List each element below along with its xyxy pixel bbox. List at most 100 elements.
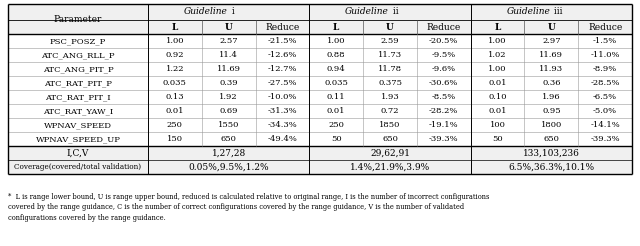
Text: -6.5%: -6.5% xyxy=(593,93,617,101)
Text: 650: 650 xyxy=(382,135,398,143)
Text: L: L xyxy=(333,22,339,31)
Text: 0.95: 0.95 xyxy=(542,107,561,115)
Text: -10.0%: -10.0% xyxy=(268,93,297,101)
Text: -39.3%: -39.3% xyxy=(429,135,459,143)
Text: -39.3%: -39.3% xyxy=(590,135,620,143)
Text: 0.94: 0.94 xyxy=(327,65,346,73)
Text: ATC_RAT_PIT_I: ATC_RAT_PIT_I xyxy=(45,93,111,101)
Text: 11.93: 11.93 xyxy=(540,65,563,73)
Text: 0.11: 0.11 xyxy=(327,93,346,101)
Text: -14.1%: -14.1% xyxy=(590,121,620,129)
Text: -11.0%: -11.0% xyxy=(590,51,620,59)
Text: 150: 150 xyxy=(167,135,183,143)
Text: 1.00: 1.00 xyxy=(488,65,507,73)
Text: 1.93: 1.93 xyxy=(381,93,399,101)
Text: -21.5%: -21.5% xyxy=(268,37,297,45)
Text: WPNAV_SPEED_UP: WPNAV_SPEED_UP xyxy=(36,135,120,143)
Bar xyxy=(524,20,578,34)
Text: 0.39: 0.39 xyxy=(220,79,238,87)
Text: ATC_RAT_YAW_I: ATC_RAT_YAW_I xyxy=(43,107,113,115)
Text: 11.73: 11.73 xyxy=(378,51,402,59)
Text: WPNAV_SPEED: WPNAV_SPEED xyxy=(44,121,112,129)
Text: iii: iii xyxy=(551,7,563,16)
Text: i: i xyxy=(228,7,234,16)
Text: -28.2%: -28.2% xyxy=(429,107,458,115)
Bar xyxy=(8,160,632,174)
Text: 0.72: 0.72 xyxy=(381,107,399,115)
Text: 1.22: 1.22 xyxy=(166,65,184,73)
Bar xyxy=(255,20,309,34)
Text: 2.57: 2.57 xyxy=(220,37,238,45)
Text: -49.4%: -49.4% xyxy=(268,135,298,143)
Bar xyxy=(8,4,148,34)
Text: 0.69: 0.69 xyxy=(220,107,238,115)
Text: -12.7%: -12.7% xyxy=(268,65,297,73)
Text: L: L xyxy=(172,22,178,31)
Text: ATC_RAT_PIT_P: ATC_RAT_PIT_P xyxy=(44,79,112,87)
Text: -19.1%: -19.1% xyxy=(429,121,459,129)
Text: -27.5%: -27.5% xyxy=(268,79,297,87)
Text: 1.02: 1.02 xyxy=(488,51,507,59)
Text: U: U xyxy=(386,22,394,31)
Text: 0.05%,9.5%,1.2%: 0.05%,9.5%,1.2% xyxy=(188,163,269,171)
Text: 0.01: 0.01 xyxy=(166,107,184,115)
Text: 133,103,236: 133,103,236 xyxy=(523,149,580,157)
Text: 2.97: 2.97 xyxy=(542,37,561,45)
Text: 1.92: 1.92 xyxy=(220,93,238,101)
Text: -8.5%: -8.5% xyxy=(431,93,456,101)
Text: 650: 650 xyxy=(221,135,237,143)
Text: 0.035: 0.035 xyxy=(163,79,187,87)
Text: -30.6%: -30.6% xyxy=(429,79,458,87)
Text: 250: 250 xyxy=(167,121,183,129)
Text: 0.36: 0.36 xyxy=(542,79,561,87)
Text: 650: 650 xyxy=(543,135,559,143)
Text: Reduce: Reduce xyxy=(266,22,300,31)
Bar xyxy=(578,20,632,34)
Text: 11.69: 11.69 xyxy=(217,65,241,73)
Text: 11.4: 11.4 xyxy=(220,51,238,59)
Text: -34.3%: -34.3% xyxy=(268,121,298,129)
Text: PSC_POSZ_P: PSC_POSZ_P xyxy=(50,37,106,45)
Text: -9.6%: -9.6% xyxy=(432,65,456,73)
Text: U: U xyxy=(225,22,232,31)
Text: -20.5%: -20.5% xyxy=(429,37,458,45)
Text: 50: 50 xyxy=(492,135,503,143)
Text: 250: 250 xyxy=(328,121,344,129)
Text: 1850: 1850 xyxy=(380,121,401,129)
Text: 1.4%,21.9%,3.9%: 1.4%,21.9%,3.9% xyxy=(350,163,430,171)
Text: 1.00: 1.00 xyxy=(166,37,184,45)
Text: -12.6%: -12.6% xyxy=(268,51,297,59)
Text: ATC_ANG_PIT_P: ATC_ANG_PIT_P xyxy=(43,65,113,73)
Bar xyxy=(470,20,524,34)
Text: 1,27,28: 1,27,28 xyxy=(212,149,246,157)
Text: 1.00: 1.00 xyxy=(327,37,346,45)
Text: -9.5%: -9.5% xyxy=(431,51,456,59)
Text: ATC_ANG_RLL_P: ATC_ANG_RLL_P xyxy=(41,51,115,59)
Text: 0.01: 0.01 xyxy=(327,107,346,115)
Text: 29,62,91: 29,62,91 xyxy=(370,149,410,157)
Bar xyxy=(363,20,417,34)
Text: 1550: 1550 xyxy=(218,121,239,129)
Text: 11.78: 11.78 xyxy=(378,65,402,73)
Text: Coverage(covered/total validation): Coverage(covered/total validation) xyxy=(15,163,141,171)
Text: 0.88: 0.88 xyxy=(327,51,346,59)
Bar xyxy=(309,20,363,34)
Text: 0.035: 0.035 xyxy=(324,79,348,87)
Text: ii: ii xyxy=(390,7,399,16)
Text: Reduce: Reduce xyxy=(427,22,461,31)
Bar xyxy=(148,4,309,20)
Bar xyxy=(309,4,470,20)
Text: 0.13: 0.13 xyxy=(166,93,184,101)
Text: -28.5%: -28.5% xyxy=(590,79,620,87)
Text: Guideline: Guideline xyxy=(506,7,550,16)
Text: *  L is range lower bound, U is range upper bound, reduced is calculated relativ: * L is range lower bound, U is range upp… xyxy=(8,193,490,222)
Text: Guideline: Guideline xyxy=(345,7,389,16)
Bar xyxy=(8,146,632,160)
Text: 50: 50 xyxy=(331,135,342,143)
Text: Parameter: Parameter xyxy=(54,15,102,24)
Text: 0.01: 0.01 xyxy=(488,107,507,115)
Text: 0.01: 0.01 xyxy=(488,79,507,87)
Text: -8.9%: -8.9% xyxy=(593,65,617,73)
Bar xyxy=(202,20,255,34)
Text: U: U xyxy=(547,22,556,31)
